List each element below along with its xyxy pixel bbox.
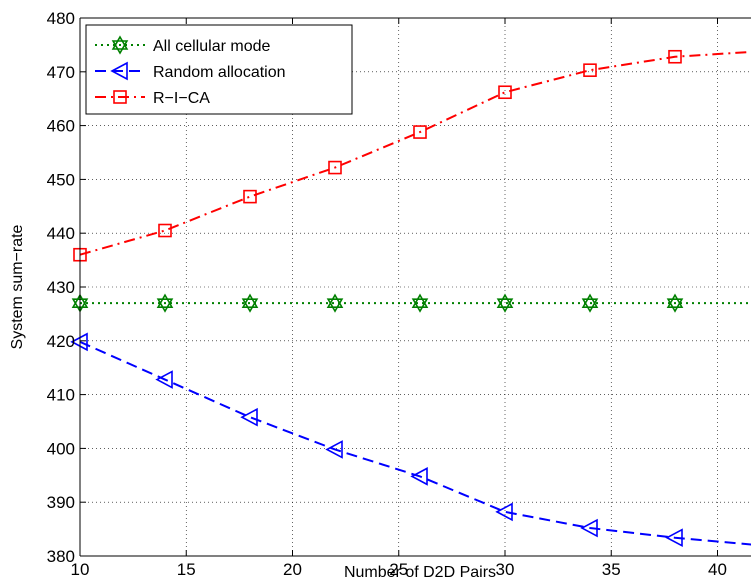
y-tick-label: 470	[47, 63, 75, 82]
data-point	[666, 293, 684, 313]
series-0	[71, 293, 751, 313]
data-point	[495, 502, 513, 522]
data-point	[583, 63, 597, 77]
y-tick-label: 480	[47, 9, 75, 28]
y-tick-label: 460	[47, 117, 75, 136]
legend-marker	[111, 35, 129, 55]
legend-entries: All cellular mode Random allocation R−I−CA	[95, 35, 286, 107]
y-tick-label: 400	[47, 439, 75, 458]
axes	[79, 17, 751, 557]
y-axis-label: System sum−rate	[9, 224, 26, 349]
x-tick-label: 15	[177, 560, 196, 579]
data-point	[240, 407, 258, 427]
legend-label: Random allocation	[153, 64, 286, 81]
series-layer	[70, 49, 751, 548]
legend-entry-1: Random allocation	[95, 61, 286, 81]
x-tick-label: 20	[283, 560, 302, 579]
series-line	[79, 50, 751, 256]
data-point	[410, 467, 428, 486]
x-tick-label: 40	[708, 560, 727, 579]
tick-labels: 10 15 20 25 30 35 40 380 390 400 410 420 430 440 450 46…	[47, 9, 727, 579]
y-tick-label: 380	[47, 547, 75, 566]
data-point	[581, 293, 599, 313]
legend-label: All cellular mode	[153, 38, 270, 55]
data-point	[155, 370, 173, 389]
data-point	[158, 223, 172, 238]
data-point	[156, 293, 174, 313]
data-point	[498, 85, 512, 100]
data-point	[665, 528, 683, 548]
data-point	[243, 189, 257, 204]
x-tick-label: 30	[496, 560, 515, 579]
legend-marker	[110, 61, 128, 81]
series-line	[79, 340, 751, 546]
series-2	[73, 49, 751, 262]
data-point	[580, 518, 598, 538]
x-tick-label: 35	[602, 560, 621, 579]
data-point	[496, 293, 514, 313]
data-point	[411, 293, 429, 313]
x-tick-label: 25	[389, 560, 408, 579]
data-point	[325, 440, 343, 459]
y-tick-label: 420	[47, 332, 75, 351]
y-tick-label: 410	[47, 386, 75, 405]
legend-entry-2: R−I−CA	[95, 90, 210, 107]
data-point	[668, 49, 682, 64]
legend-entry-0: All cellular mode	[95, 35, 270, 55]
y-tick-label: 440	[47, 224, 75, 243]
y-tick-label: 450	[47, 170, 75, 189]
data-point	[413, 125, 427, 139]
legend-box	[85, 24, 353, 115]
y-tick-label: 430	[47, 278, 75, 297]
data-point	[326, 293, 344, 313]
grid-lines	[80, 18, 751, 556]
x-axis-label: Number of D2D Pairs	[344, 564, 496, 581]
legend-label: R−I−CA	[153, 90, 210, 107]
series-1	[70, 332, 751, 548]
data-point	[241, 293, 259, 313]
y-tick-label: 390	[47, 493, 75, 512]
x-tick-label: 10	[71, 560, 90, 579]
legend-marker	[113, 90, 127, 104]
data-point	[328, 160, 342, 175]
legend: All cellular mode Random allocation R−I−CA	[85, 24, 353, 115]
